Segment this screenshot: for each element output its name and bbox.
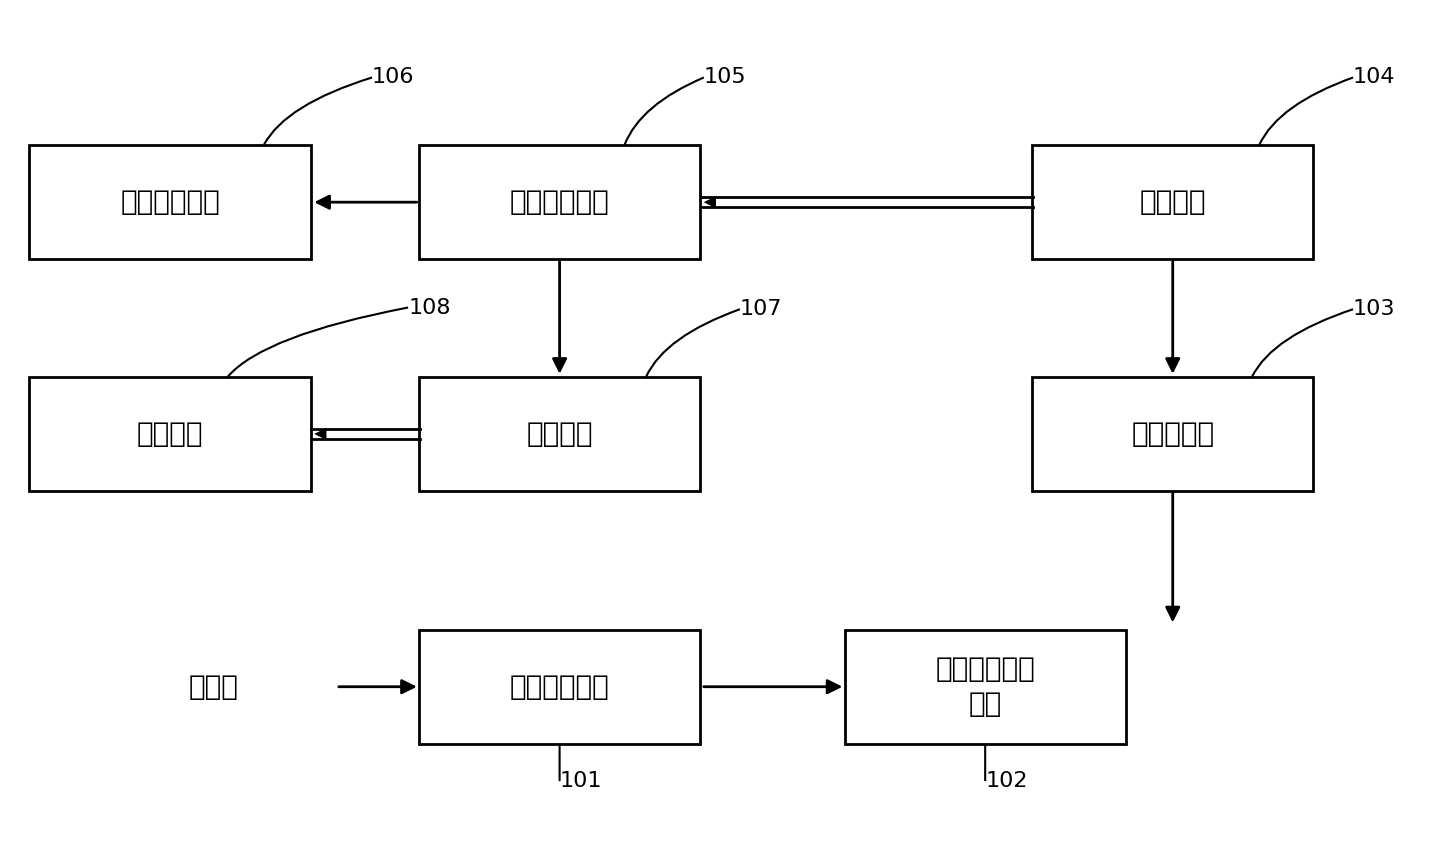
Text: 四轮定位参数: 四轮定位参数 (509, 188, 609, 216)
Text: 106: 106 (371, 67, 415, 88)
Bar (419, 377, 701, 491)
Text: 107: 107 (740, 300, 782, 319)
Bar (29, 377, 311, 491)
Text: 102: 102 (985, 771, 1027, 791)
Text: 105: 105 (704, 67, 746, 88)
Text: 108: 108 (408, 298, 451, 317)
Text: 定位性能评价: 定位性能评价 (120, 188, 221, 216)
Text: 姿态算法: 姿态算法 (1139, 188, 1206, 216)
Bar (419, 146, 701, 259)
Bar (29, 146, 311, 259)
Bar (844, 630, 1126, 744)
Text: 101: 101 (560, 771, 602, 791)
Text: 104: 104 (1354, 67, 1396, 88)
Text: 趋势预测: 趋势预测 (136, 420, 203, 448)
Text: 滤波、数字化
补偿: 滤波、数字化 补偿 (936, 655, 1035, 718)
Bar (1032, 377, 1313, 491)
Text: 智能传感模块: 智能传感模块 (509, 673, 609, 700)
Bar (419, 630, 701, 744)
Text: 数据融合: 数据融合 (527, 420, 593, 448)
Text: 103: 103 (1354, 300, 1396, 319)
Bar (1032, 146, 1313, 259)
Text: 三维加速度: 三维加速度 (1132, 420, 1214, 448)
Text: 加速度: 加速度 (189, 673, 238, 700)
